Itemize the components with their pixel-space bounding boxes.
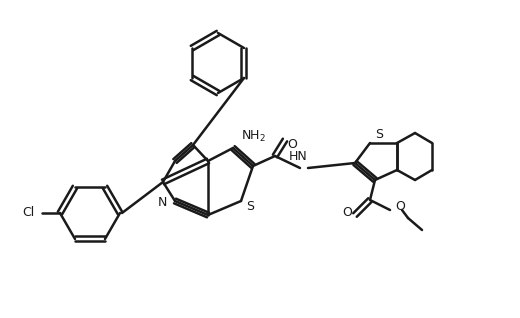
Text: N: N: [158, 197, 167, 210]
Text: NH$_2$: NH$_2$: [241, 128, 266, 143]
Text: O: O: [395, 201, 405, 213]
Text: O: O: [342, 206, 352, 219]
Text: HN: HN: [289, 150, 307, 163]
Text: S: S: [375, 128, 383, 142]
Text: Cl: Cl: [22, 206, 34, 219]
Text: O: O: [287, 139, 297, 151]
Text: S: S: [246, 199, 254, 212]
